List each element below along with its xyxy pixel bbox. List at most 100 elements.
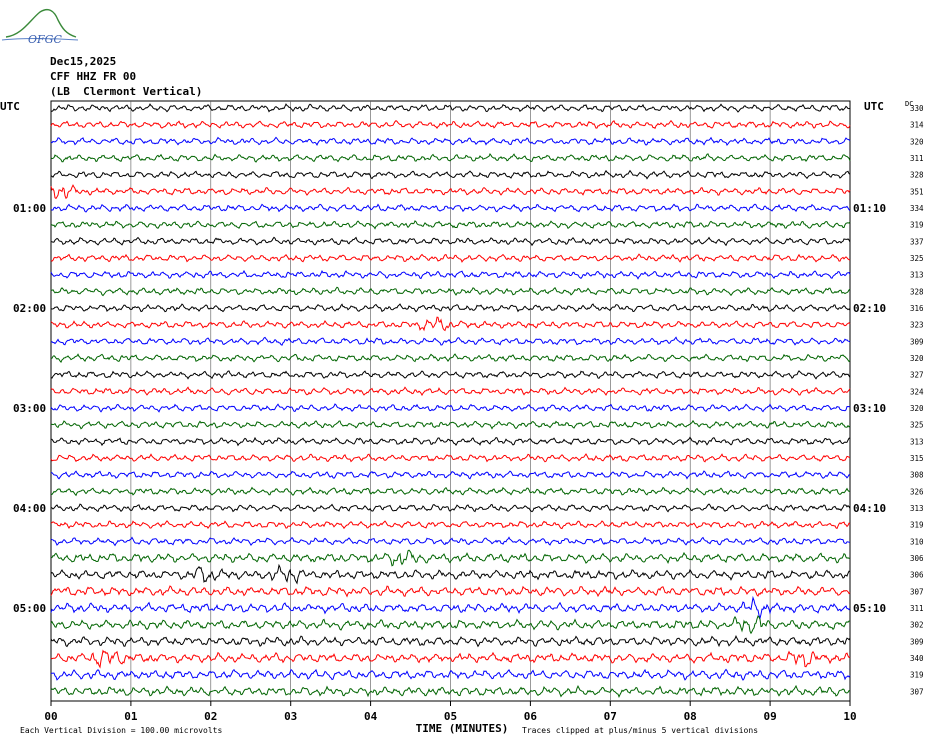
seismic-trace xyxy=(50,684,851,698)
seismic-trace xyxy=(50,169,851,180)
right-hour-label: 04:10 xyxy=(853,502,886,515)
seismic-trace xyxy=(50,236,851,247)
dc-offset-label: 310 xyxy=(910,537,924,546)
dc-offset-label: 324 xyxy=(910,387,924,396)
logo-volcano-base-icon xyxy=(1,38,79,41)
dc-offset-label: 351 xyxy=(910,187,924,196)
seismic-trace xyxy=(50,419,851,430)
dc-offset-label: 306 xyxy=(910,554,924,563)
seismic-trace xyxy=(50,184,851,200)
dc-offset-label: 320 xyxy=(910,137,924,146)
seismic-trace xyxy=(50,585,851,598)
dc-offset-label: 313 xyxy=(910,504,924,513)
seismic-trace xyxy=(50,386,851,397)
seismic-trace xyxy=(50,253,851,263)
header-description: (LB Clermont Vertical) xyxy=(50,85,203,98)
seismic-trace xyxy=(51,286,851,297)
x-tick-label: 05 xyxy=(444,710,457,723)
dc-offset-label: 330 xyxy=(910,104,924,113)
right-hour-label: 05:10 xyxy=(853,602,886,615)
seismic-trace xyxy=(50,520,851,530)
seismic-trace xyxy=(50,136,851,146)
x-tick-label: 01 xyxy=(124,710,138,723)
seismic-trace xyxy=(50,370,851,380)
right-utc-label: UTC xyxy=(864,100,884,113)
seismic-trace xyxy=(50,615,851,635)
dc-offset-label: 316 xyxy=(910,304,924,313)
seismic-trace xyxy=(50,119,851,130)
dc-offset-label: 326 xyxy=(910,487,924,496)
dc-offset-label: 307 xyxy=(910,587,924,596)
dc-offset-label: 302 xyxy=(910,621,924,630)
dc-offset-label: 328 xyxy=(910,287,924,296)
dc-offset-label: 306 xyxy=(910,571,924,580)
ofgc-logo: OFGC xyxy=(1,8,79,44)
seismic-trace xyxy=(50,486,851,497)
seismic-trace xyxy=(50,453,851,463)
seismic-trace xyxy=(50,595,851,621)
x-tick-label: 04 xyxy=(364,710,378,723)
dc-header-label: DC xyxy=(905,100,913,108)
dc-offset-label: 314 xyxy=(910,121,924,130)
x-tick-label: 00 xyxy=(44,710,57,723)
scale-note: Each Vertical Division = 100.00 microvol… xyxy=(20,726,222,735)
clip-note: Traces clipped at plus/minus 5 vertical … xyxy=(522,726,758,735)
x-tick-label: 09 xyxy=(763,710,776,723)
x-tick-label: 08 xyxy=(684,710,697,723)
seismic-trace xyxy=(50,668,851,681)
dc-offset-label: 313 xyxy=(910,271,924,280)
dc-offset-label: 337 xyxy=(910,237,924,246)
x-tick-label: 07 xyxy=(604,710,617,723)
seismic-trace xyxy=(50,336,851,346)
seismic-trace xyxy=(50,153,851,163)
dc-offset-label: 319 xyxy=(910,521,924,530)
seismic-trace xyxy=(50,549,851,567)
x-axis-label: TIME (MINUTES) xyxy=(416,722,509,735)
dc-offset-label: 307 xyxy=(910,687,924,696)
logo-text: OFGC xyxy=(28,33,62,44)
seismic-trace xyxy=(50,220,851,230)
seismic-trace xyxy=(50,103,851,113)
right-hour-label: 03:10 xyxy=(853,402,886,415)
seismic-trace xyxy=(50,269,851,280)
x-tick-label: 02 xyxy=(204,710,217,723)
left-hour-label: 02:00 xyxy=(13,302,46,315)
dc-offset-label: 323 xyxy=(910,321,924,330)
right-hour-label: 02:10 xyxy=(853,302,886,315)
seismic-trace xyxy=(50,470,851,480)
seismic-trace xyxy=(50,316,851,332)
seismic-trace xyxy=(50,536,851,547)
x-tick-label: 06 xyxy=(524,710,538,723)
left-hour-label: 05:00 xyxy=(13,602,46,615)
seismic-trace xyxy=(50,563,851,585)
dc-offset-label: 327 xyxy=(910,371,924,380)
dc-offset-label: 325 xyxy=(910,254,924,263)
dc-offset-label: 325 xyxy=(910,421,924,430)
seismic-trace xyxy=(50,203,851,213)
dc-offset-label: 313 xyxy=(910,437,924,446)
left-hour-label: 01:00 xyxy=(13,202,46,215)
seismic-trace xyxy=(50,649,851,669)
dc-offset-label: 315 xyxy=(910,454,924,463)
seismic-trace xyxy=(50,403,851,413)
dc-offset-label: 308 xyxy=(910,471,924,480)
dc-offset-label: 320 xyxy=(910,354,924,363)
seismic-trace xyxy=(50,303,851,313)
seismic-trace xyxy=(50,634,851,648)
x-tick-label: 10 xyxy=(843,710,856,723)
header-date: Dec15,2025 xyxy=(50,55,117,68)
seismic-trace xyxy=(50,436,851,447)
left-hour-label: 03:00 xyxy=(13,402,46,415)
dc-offset-label: 319 xyxy=(910,221,924,230)
dc-offset-label: 319 xyxy=(910,671,924,680)
x-tick-label: 03 xyxy=(284,710,297,723)
dc-offset-label: 320 xyxy=(910,404,924,413)
dc-offset-label: 309 xyxy=(910,637,924,646)
dc-offset-label: 340 xyxy=(910,654,924,663)
left-utc-label: UTC xyxy=(0,100,20,113)
header-station: CFF HHZ FR 00 xyxy=(50,70,137,83)
dc-offset-label: 311 xyxy=(910,604,924,613)
seismic-trace xyxy=(50,503,851,513)
logo-volcano-icon xyxy=(5,8,77,38)
